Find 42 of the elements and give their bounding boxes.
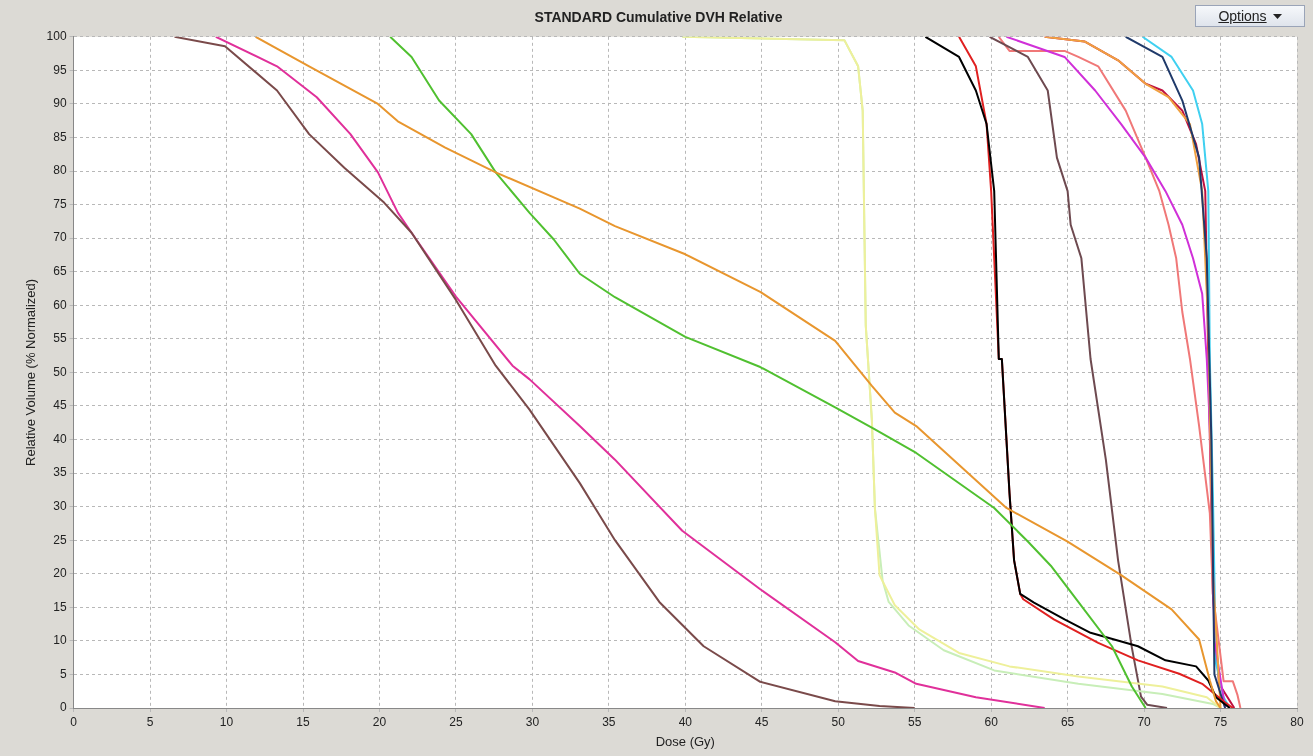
x-tick-label: 40 [678, 714, 693, 729]
chart-title: STANDARD Cumulative DVH Relative [534, 9, 783, 26]
y-tick-label: 100 [46, 29, 67, 44]
y-tick-label: 90 [53, 96, 67, 111]
x-tick-label: 0 [70, 714, 78, 729]
x-tick-label: 35 [602, 714, 616, 729]
y-tick-label: 5 [59, 666, 67, 681]
y-tick-label: 45 [53, 398, 67, 413]
x-tick-label: 60 [984, 714, 999, 729]
x-tick-label: 65 [1060, 714, 1075, 729]
y-tick-label: 10 [53, 633, 67, 648]
y-tick-label: 55 [53, 331, 67, 346]
x-tick-label: 10 [219, 714, 234, 729]
y-tick-label: 75 [53, 196, 67, 211]
x-tick-label: 30 [525, 714, 540, 729]
y-tick-label: 15 [53, 599, 67, 614]
y-tick-label: 60 [53, 297, 67, 312]
y-axis-title: Relative Volume (% Normalized) [23, 278, 39, 466]
x-tick-label: 5 [146, 714, 154, 729]
x-tick-label: 50 [831, 714, 846, 729]
y-tick-label: 95 [53, 62, 67, 77]
y-tick-label: 25 [53, 532, 67, 547]
y-tick-label: 65 [53, 264, 67, 279]
text: Options [1218, 8, 1267, 24]
y-tick-label: 40 [53, 431, 67, 446]
y-tick-label: 85 [53, 129, 67, 144]
x-tick-label: 20 [372, 714, 387, 729]
y-tick-label: 20 [53, 566, 67, 581]
x-tick-label: 55 [908, 714, 922, 729]
y-tick-label: 0 [59, 700, 67, 715]
y-tick-label: 35 [53, 465, 67, 480]
x-tick-label: 15 [296, 714, 310, 729]
x-tick-label: 45 [755, 714, 769, 729]
x-tick-label: 75 [1213, 714, 1228, 729]
y-tick-label: 70 [53, 230, 67, 245]
x-tick-label: 70 [1137, 714, 1152, 729]
x-tick-label: 80 [1290, 714, 1304, 729]
x-axis-title: Dose (Gy) [655, 733, 715, 749]
y-tick-label: 80 [53, 163, 67, 178]
y-tick-label: 30 [53, 498, 67, 513]
x-tick-label: 25 [449, 714, 463, 729]
y-tick-label: 50 [53, 364, 67, 379]
